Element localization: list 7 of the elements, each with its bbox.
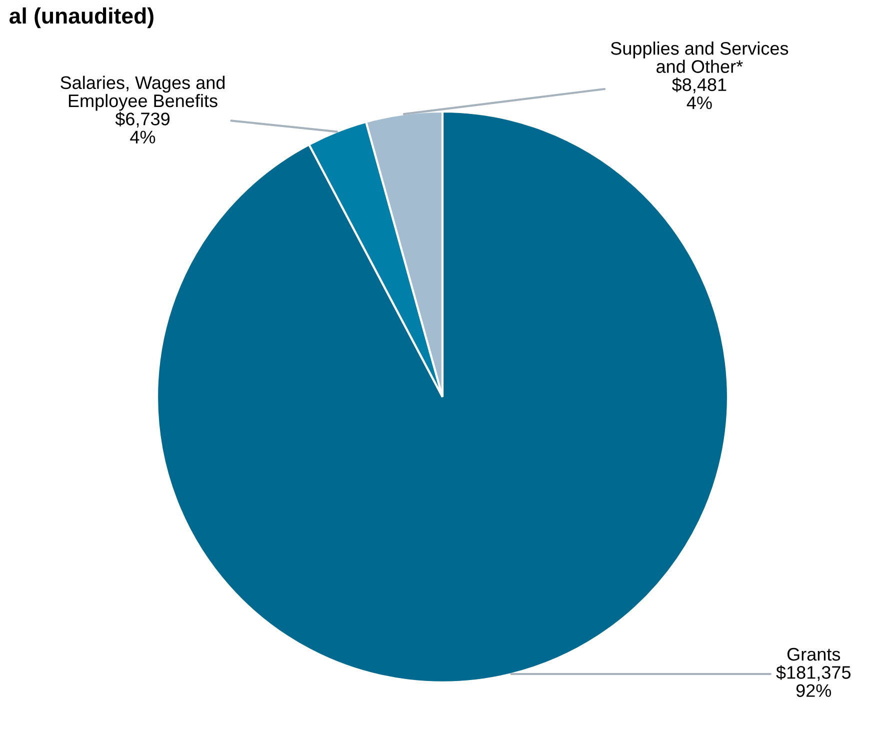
data-label: $8,481 4% (672, 78, 726, 110)
chart-title: al (unaudited) (10, 7, 154, 28)
slice-label: Supplies and Services and Other* (610, 42, 788, 73)
slice-label: Salaries, Wages and Employee Benefits (60, 76, 225, 111)
slice-label: Grants (787, 648, 840, 661)
data-label: $6,739 4% (115, 112, 170, 144)
data-label: $181,375 92% (776, 665, 851, 697)
